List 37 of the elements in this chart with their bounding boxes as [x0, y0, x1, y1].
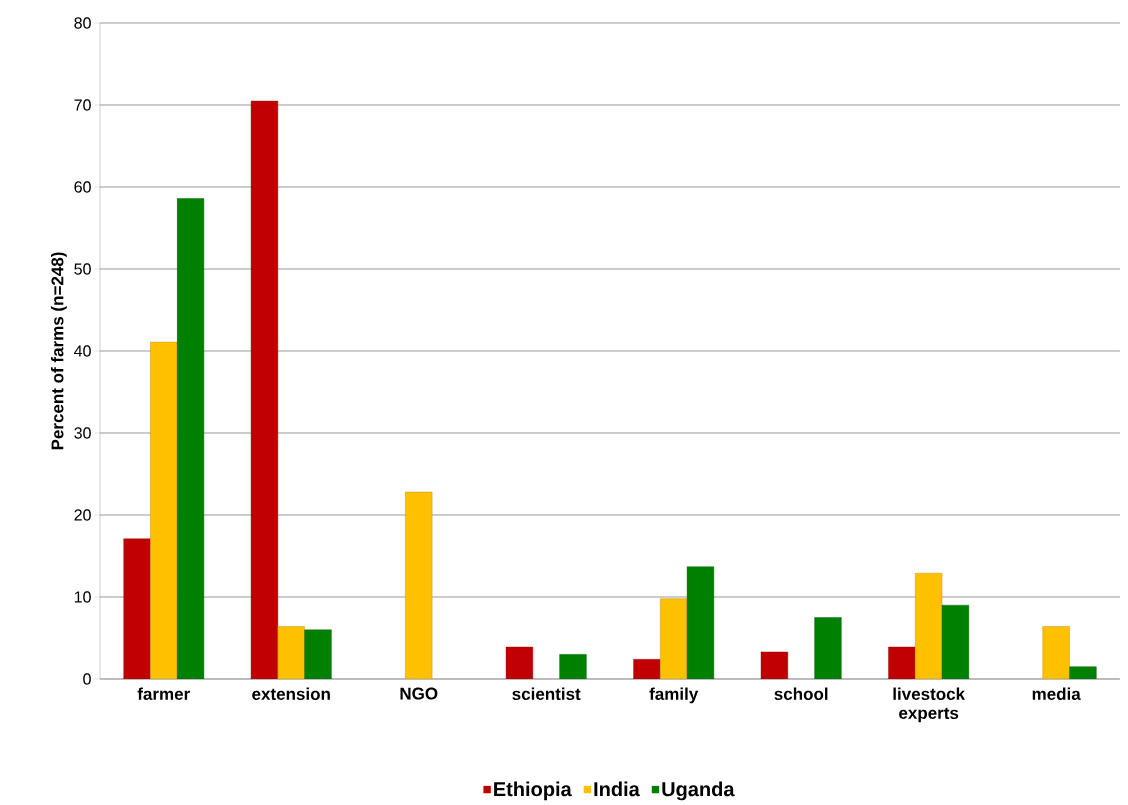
bar: [123, 538, 151, 679]
x-tick-label: extension: [252, 687, 330, 701]
bar: [1042, 626, 1070, 679]
bar: [559, 654, 587, 679]
y-axis-title: Percent of farms (n=248): [50, 252, 67, 450]
x-tick-label: scientist: [512, 687, 581, 701]
x-tick-label: NGO: [400, 687, 438, 700]
bar: [250, 100, 279, 679]
bar: [888, 646, 916, 679]
bar: [176, 198, 205, 679]
legend-label: Ethiopia: [494, 781, 572, 801]
legend-label: Uganda: [662, 781, 735, 801]
x-tick-label: school: [774, 687, 828, 701]
y-tick-label: 40: [74, 345, 91, 357]
bar: [660, 598, 688, 679]
y-tick-label: 80: [74, 17, 91, 29]
y-tick-label: 20: [74, 509, 91, 521]
y-tick-label: 30: [74, 427, 91, 439]
bar: [277, 626, 305, 679]
legend-label: India: [594, 781, 640, 797]
y-tick-label: 10: [74, 591, 91, 603]
y-tick-label: 50: [74, 263, 91, 275]
y-tick-label: 60: [74, 181, 91, 193]
x-tick-label: livestock experts: [893, 687, 966, 723]
bar: [941, 604, 970, 679]
bar: [915, 573, 943, 679]
y-tick-label: 70: [74, 99, 91, 111]
bar: [405, 491, 433, 679]
x-tick-label: media: [1032, 687, 1081, 701]
bar: [686, 566, 715, 679]
bar: [150, 341, 178, 679]
bar: [814, 617, 842, 679]
bar: [1069, 666, 1097, 679]
bar: [304, 629, 332, 679]
y-tick-label: 0: [83, 673, 91, 685]
x-tick-label: family: [649, 687, 699, 704]
x-tick-label: farmer: [137, 687, 190, 701]
